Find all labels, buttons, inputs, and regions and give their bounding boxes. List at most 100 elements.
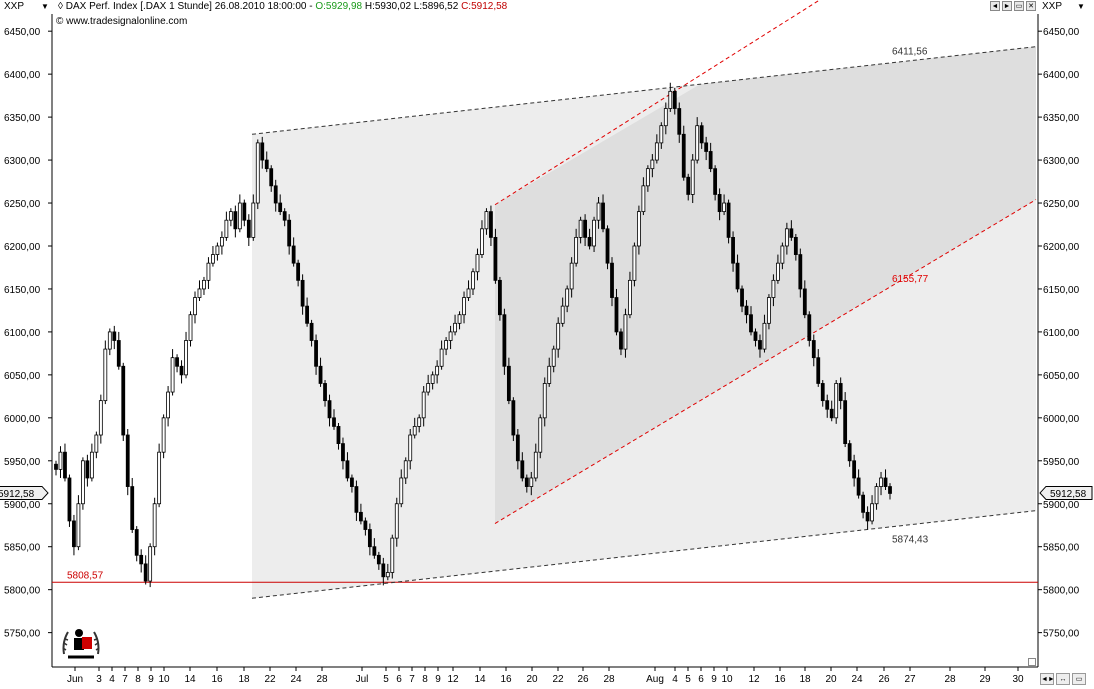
candle-body [116,340,121,367]
candle-body [515,434,520,462]
y-tick-label-left: 6200,00 [4,242,41,253]
candle [722,194,726,216]
candle [332,409,336,430]
x-tick-label: 9 [711,674,717,685]
candle-body [722,202,726,213]
candle [89,443,94,482]
candle [605,225,610,270]
window-close-icon[interactable]: ✕ [1026,1,1036,11]
scroll-left-icon[interactable]: ◄► [1040,673,1055,685]
candle-body [462,297,466,316]
candle-body [246,219,251,238]
candle [699,122,704,149]
candle-body [121,365,126,436]
candle [524,474,529,493]
candle [67,474,72,527]
x-tick-label: 16 [211,674,223,685]
candle-body [681,133,686,178]
candle [551,345,556,373]
upper-channel-line [251,46,1037,135]
candle-body [318,365,323,384]
candle [758,334,762,358]
candle [583,214,587,246]
candle-body [354,486,359,513]
candle [278,194,283,216]
candle [623,308,628,358]
symbol-caret-down-icon[interactable]: ▼ [41,2,49,11]
candle [143,555,148,585]
candle-body [76,503,81,548]
candle-body [874,486,879,505]
resize-grip-icon[interactable] [1028,658,1036,666]
candle [708,142,713,173]
candle-body [255,142,260,204]
y-tick-label-right: 6000,00 [1043,414,1080,425]
y-tick-label-right: 5900,00 [1043,500,1080,511]
candle [291,237,296,267]
candle-body [63,451,67,479]
candle-body [802,288,807,316]
x-tick-label: 28 [944,674,956,685]
symbol-caret-down-icon[interactable]: ▼ [1077,2,1085,11]
candle-body [363,520,368,530]
x-tick-label: 9 [435,674,441,685]
candle [116,331,121,370]
candle-body [399,477,404,505]
symbol-selector-right[interactable]: XXP [1042,1,1063,12]
candle [498,276,502,321]
candle-body [385,572,390,578]
current-price-tag-right-box [1039,485,1093,500]
candle-body [551,348,556,367]
candle [610,257,614,307]
candle [587,228,592,250]
candle-body [762,322,767,350]
x-tick-label: 18 [799,674,811,685]
x-tick-label: 10 [158,674,170,685]
candle-body [834,383,839,419]
high-value: H:5930,02 [364,1,412,12]
window-restore-icon[interactable]: ▭ [1014,1,1024,11]
candle [462,291,466,324]
candle [740,285,744,313]
candle [166,386,170,427]
zoom-icon[interactable]: ↔ [1056,673,1070,685]
candle [435,360,440,384]
scroll-right-icon[interactable]: ▭ [1072,673,1086,685]
candle [296,259,301,287]
candle-body [811,340,816,359]
candle-body [740,288,744,307]
candle-body [233,211,238,230]
candle [542,377,547,427]
candle [94,431,99,459]
y-tick-label-left: 5800,00 [4,586,41,597]
candle-body [511,400,516,436]
candle [749,306,753,336]
window-right-arrow-icon[interactable]: ► [1002,1,1012,11]
candle-body [829,408,834,419]
candle-body [628,279,632,316]
y-tick-label-right: 5850,00 [1043,543,1080,554]
candle [847,440,852,467]
candle-body [838,383,843,402]
support-label: 5808,57 [67,570,104,581]
candle [125,428,130,496]
x-tick-label: 22 [552,674,564,685]
candle [457,311,462,330]
window-left-arrow-icon[interactable]: ◄ [990,1,1000,11]
candle-body [287,219,292,247]
candle [157,443,162,508]
candle-body [489,211,493,238]
candle-body [713,168,718,195]
x-tick-label: 10 [721,674,733,685]
candle-body [847,443,852,462]
candle [471,268,475,295]
candle [139,549,144,573]
symbol-selector[interactable]: XXP [4,1,25,12]
y-tick-label-right: 6400,00 [1043,70,1080,81]
candle [58,446,63,478]
candle [287,214,292,255]
candle [569,257,574,298]
candle-body [466,288,471,298]
candle-body [560,305,565,324]
